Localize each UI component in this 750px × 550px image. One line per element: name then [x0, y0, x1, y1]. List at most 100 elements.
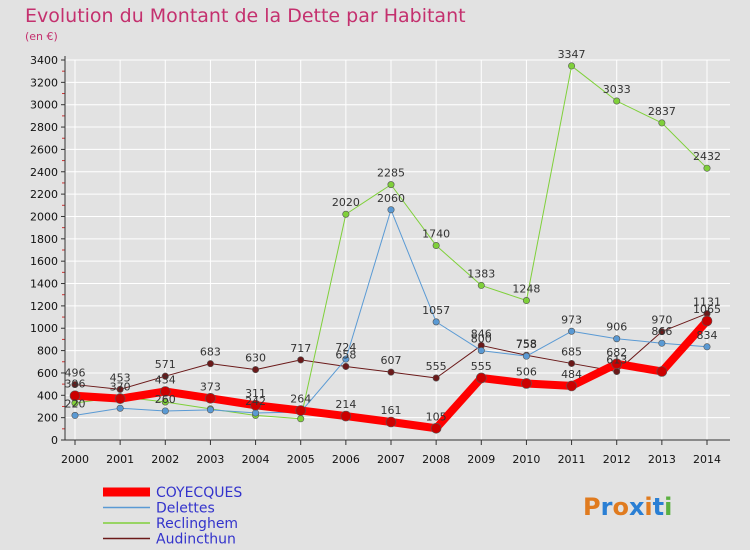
y-tick-label: 1800 — [30, 233, 58, 246]
data-label-audincthun: 555 — [426, 360, 447, 373]
data-point-audincthun — [342, 362, 350, 370]
data-point-coyecques — [385, 416, 397, 428]
x-tick-label: 2003 — [196, 453, 224, 466]
x-tick-label: 2013 — [648, 453, 676, 466]
data-point-delettes — [342, 355, 350, 363]
x-tick-label: 2004 — [242, 453, 270, 466]
y-tick-label: 2400 — [30, 166, 58, 179]
data-point-reclinghem — [703, 164, 711, 172]
y-tick-label: 2800 — [30, 121, 58, 134]
data-point-coyecques — [566, 380, 577, 392]
data-point-audincthun — [161, 372, 169, 380]
legend-label: COYECQUES — [156, 485, 242, 501]
data-label-delettes: 834 — [697, 329, 718, 342]
data-point-audincthun — [116, 385, 124, 393]
data-point-delettes — [432, 318, 440, 326]
x-tick-label: 2005 — [287, 453, 315, 466]
data-point-delettes — [477, 347, 485, 355]
data-point-delettes — [522, 352, 530, 360]
data-point-coyecques — [521, 378, 532, 389]
data-label-delettes: 973 — [561, 313, 582, 326]
data-point-coyecques — [430, 422, 442, 434]
data-point-delettes — [116, 404, 124, 412]
y-tick-label: 1200 — [30, 300, 58, 313]
data-label-audincthun: 683 — [200, 346, 221, 359]
data-point-reclinghem — [613, 97, 621, 105]
data-point-reclinghem — [297, 415, 305, 423]
data-label-delettes: 220 — [65, 397, 86, 410]
data-point-delettes — [252, 409, 260, 417]
data-label-delettes: 866 — [651, 325, 672, 338]
data-label-delettes: 1057 — [422, 304, 450, 317]
legend-label: Delettes — [156, 501, 215, 517]
y-tick-label: 1400 — [30, 278, 58, 291]
data-label-coyecques: 373 — [200, 380, 221, 393]
data-label-coyecques: 484 — [561, 368, 582, 381]
data-point-coyecques — [205, 393, 216, 404]
x-tick-label: 2010 — [512, 453, 540, 466]
data-label-audincthun: 685 — [561, 345, 582, 358]
x-tick-label: 2014 — [693, 453, 721, 466]
legend-label: Audincthun — [156, 532, 236, 548]
data-label-delettes: 242 — [245, 395, 266, 408]
data-point-delettes — [568, 327, 576, 335]
data-point-coyecques — [701, 315, 713, 327]
plot-area — [65, 60, 730, 440]
data-point-coyecques — [611, 358, 623, 370]
data-label-reclinghem: 1383 — [467, 267, 495, 280]
data-label-coyecques: 1065 — [693, 303, 721, 316]
data-label-reclinghem: 3033 — [603, 83, 631, 96]
data-point-audincthun — [206, 360, 214, 368]
data-point-coyecques — [159, 386, 171, 397]
y-tick-label: 800 — [37, 345, 58, 358]
data-label-audincthun: 630 — [245, 352, 266, 365]
data-point-reclinghem — [342, 210, 350, 218]
data-label-coyecques: 311 — [245, 387, 266, 400]
y-tick-label: 200 — [37, 412, 58, 425]
data-point-audincthun — [432, 374, 440, 382]
x-tick-label: 2006 — [332, 453, 360, 466]
x-tick-label: 2001 — [106, 453, 134, 466]
data-point-audincthun — [252, 366, 260, 374]
legend-label: Reclinghem — [156, 516, 238, 532]
data-label-coyecques: 264 — [290, 392, 311, 405]
chart-title: Evolution du Montant de la Dette par Hab… — [25, 5, 466, 27]
data-label-reclinghem: 1740 — [422, 228, 450, 241]
data-label-audincthun: 717 — [290, 342, 311, 355]
chart-subtitle: (en €) — [25, 30, 58, 43]
data-point-coyecques — [295, 405, 307, 416]
data-label-audincthun: 758 — [516, 337, 537, 350]
data-label-delettes: 906 — [606, 321, 627, 334]
y-tick-label: 3400 — [30, 54, 58, 67]
y-tick-label: 2200 — [30, 188, 58, 201]
x-tick-label: 2009 — [467, 453, 495, 466]
data-point-audincthun — [568, 359, 576, 367]
y-tick-label: 400 — [37, 389, 58, 402]
data-point-reclinghem — [522, 297, 530, 305]
data-point-delettes — [206, 406, 214, 414]
data-point-delettes — [161, 407, 169, 415]
x-tick-label: 2008 — [422, 453, 450, 466]
data-label-reclinghem: 1248 — [512, 283, 540, 296]
data-label-coyecques: 506 — [516, 365, 537, 378]
data-point-coyecques — [250, 399, 261, 411]
x-tick-label: 2011 — [558, 453, 586, 466]
y-tick-label: 2000 — [30, 210, 58, 223]
data-label-audincthun: 496 — [65, 367, 86, 380]
data-label-delettes: 260 — [155, 393, 176, 406]
data-point-coyecques — [114, 393, 126, 404]
data-point-reclinghem — [432, 242, 440, 250]
data-label-audincthun: 607 — [381, 354, 402, 367]
data-label-coyecques: 105 — [426, 410, 447, 423]
data-label-audincthun: 970 — [651, 314, 672, 327]
x-tick-label: 2012 — [603, 453, 631, 466]
data-point-reclinghem — [477, 281, 485, 289]
data-label-coyecques: 370 — [110, 381, 131, 394]
data-label-coyecques: 434 — [155, 373, 176, 386]
data-point-audincthun — [297, 356, 305, 364]
data-point-delettes — [613, 335, 621, 343]
data-label-audincthun: 1131 — [693, 296, 721, 309]
data-label-reclinghem: 3347 — [558, 48, 586, 61]
